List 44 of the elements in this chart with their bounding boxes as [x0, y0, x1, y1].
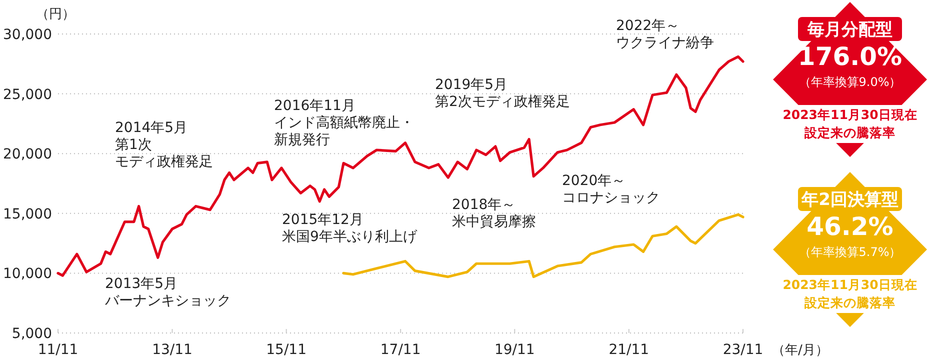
annotation: モディ政権発足 — [115, 154, 213, 170]
annotation: 2014年5月 — [115, 120, 188, 136]
y-tick-label: 25,000 — [3, 86, 52, 103]
y-tick-label: 15,000 — [3, 206, 52, 222]
y-tick-label: 20,000 — [3, 146, 52, 163]
x-tick-label: 13/11 — [152, 342, 192, 358]
text: 年2回決算型 — [800, 190, 898, 210]
text: （年率換算5.7%） — [798, 245, 902, 259]
text: 設定来の騰落率 — [804, 125, 896, 140]
annotation: コロナショック — [562, 190, 660, 206]
annotation: 2013年5月 — [105, 276, 178, 292]
annotation: 米中貿易摩擦 — [452, 214, 536, 230]
annotation: 第2次モディ政権発足 — [435, 94, 570, 110]
annotation: 2016年11月 — [274, 98, 356, 114]
y-tick-label: 30,000 — [3, 27, 52, 43]
x-tick-label: 11/11 — [38, 342, 78, 358]
annotation: 2018年～ — [452, 197, 516, 213]
x-tick-label: 19/11 — [494, 342, 535, 358]
y-axis-title: （円） — [36, 7, 75, 22]
x-tick-label: 17/11 — [380, 342, 421, 358]
annotation: インド高額紙幣廃止・ — [274, 115, 414, 131]
x-tick-label: 23/11 — [722, 342, 764, 358]
y-tick-label: 10,000 — [3, 266, 52, 282]
text: 46.2% — [806, 212, 894, 241]
text: （年率換算9.0%） — [798, 75, 902, 89]
text: 176.0% — [798, 42, 902, 71]
annotation: 2020年～ — [562, 173, 626, 189]
x-axis-title: （年/月） — [772, 343, 828, 358]
text: 設定来の騰落率 — [804, 295, 896, 310]
text: 2023年11月30日現在 — [782, 277, 918, 292]
y-tick-label: 5,000 — [12, 326, 52, 342]
x-tick-label: 21/11 — [608, 342, 650, 358]
annotation: ウクライナ紛争 — [616, 35, 714, 51]
annotation: 2022年～ — [616, 18, 680, 34]
text: 2023年11月30日現在 — [782, 107, 918, 122]
line-series — [56, 55, 744, 277]
annotation: 第1次 — [115, 137, 152, 153]
annotation: 2015年12月 — [282, 212, 364, 228]
annotation: 米国9年半ぶり利上げ — [282, 229, 418, 245]
annotation: バーナンキショック — [104, 293, 231, 309]
annotation: 新規発行 — [274, 132, 330, 148]
text: 毎月分配型 — [806, 20, 892, 40]
annotation: 2019年5月 — [435, 77, 508, 93]
x-tick-label: 15/11 — [266, 342, 307, 358]
